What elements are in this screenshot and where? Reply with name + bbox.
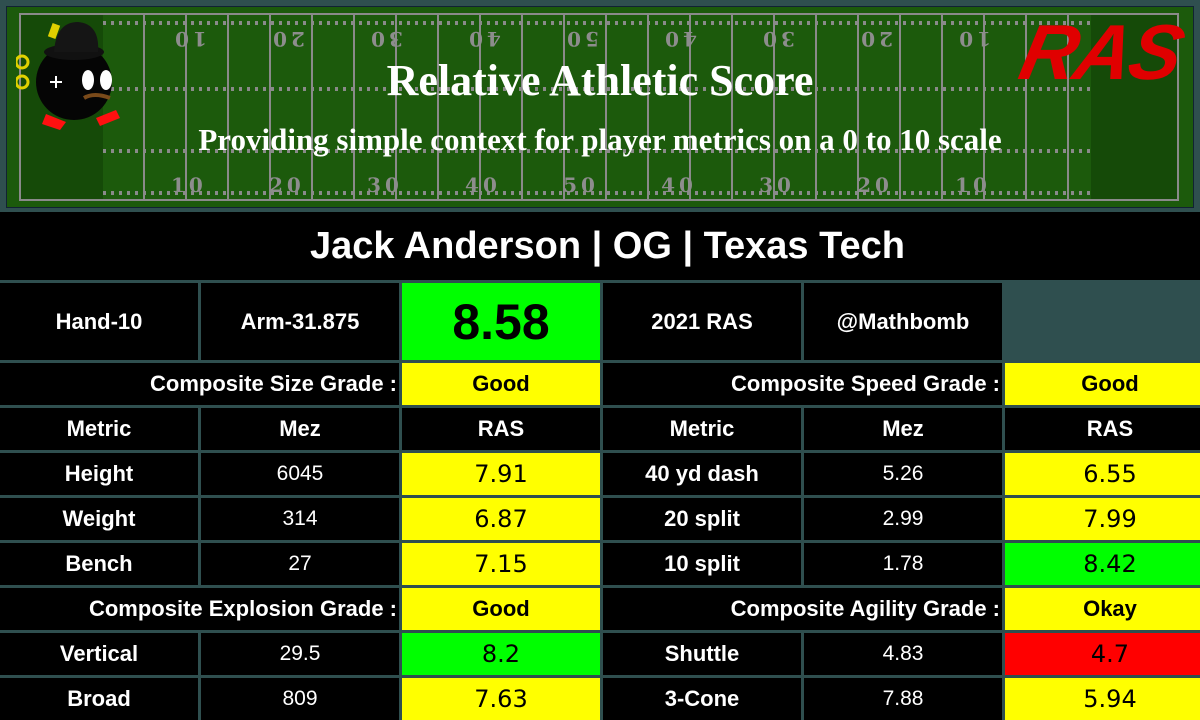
header-metric: Metric (0, 408, 198, 450)
header-ras: RAS (1005, 408, 1200, 450)
header-mez: Mez (804, 408, 1002, 450)
metric-mez: 29.5 (201, 633, 399, 675)
metric-mez: 1.78 (804, 543, 1002, 585)
yard-number: 20 (269, 27, 305, 51)
yard-number: 30 (759, 27, 795, 51)
metric-ras: 4.7 (1005, 633, 1200, 675)
yard-numbers-bottom: 10 20 30 40 50 40 30 20 10 (171, 173, 991, 197)
player-title: Jack Anderson | OG | Texas Tech (0, 212, 1200, 280)
metric-name: Vertical (0, 633, 198, 675)
hash-marks (103, 149, 1093, 153)
yard-number: 20 (269, 173, 305, 197)
agility-grade: Okay (1005, 588, 1200, 630)
yard-number: 10 (955, 173, 991, 197)
ras-score: 8.58 (402, 283, 600, 360)
yard-number: 50 (563, 27, 599, 51)
metric-ras: 6.55 (1005, 453, 1200, 495)
year-label: 2021 RAS (603, 283, 801, 360)
metric-mez: 314 (201, 498, 399, 540)
field-lines: 10 20 30 40 50 40 30 20 10 10 20 30 40 5… (19, 13, 1179, 201)
metric-ras: 5.94 (1005, 678, 1200, 720)
metric-ras: 7.99 (1005, 498, 1200, 540)
yard-number: 10 (955, 27, 991, 51)
yard-number: 20 (857, 27, 893, 51)
yard-number: 20 (857, 173, 893, 197)
metric-mez: 5.26 (804, 453, 1002, 495)
yard-number: 30 (367, 27, 403, 51)
ras-card-table: Jack Anderson | OG | Texas Tech Hand-10 … (0, 212, 1200, 720)
metric-mez: 27 (201, 543, 399, 585)
header-ras: RAS (402, 408, 600, 450)
agility-grade-label: Composite Agility Grade : (603, 588, 1002, 630)
hash-marks (103, 191, 1093, 195)
size-grade: Good (402, 363, 600, 405)
metric-mez: 2.99 (804, 498, 1002, 540)
metric-name: Bench (0, 543, 198, 585)
metric-ras: 7.15 (402, 543, 600, 585)
metric-name: 40 yd dash (603, 453, 801, 495)
twitter-handle: @Mathbomb (804, 283, 1002, 360)
yard-number: 40 (661, 173, 697, 197)
metric-name: 20 split (603, 498, 801, 540)
metric-name: Shuttle (603, 633, 801, 675)
banner: 10 20 30 40 50 40 30 20 10 10 20 30 40 5… (0, 0, 1200, 212)
yard-number: 30 (367, 173, 403, 197)
yard-number: 40 (465, 27, 501, 51)
yard-number: 10 (171, 27, 207, 51)
header-mez: Mez (201, 408, 399, 450)
explosion-grade: Good (402, 588, 600, 630)
metric-ras: 8.2 (402, 633, 600, 675)
banner-subtitle: Providing simple context for player metr… (198, 122, 1002, 157)
yard-numbers-top: 10 20 30 40 50 40 30 20 10 (171, 27, 991, 51)
metric-mez: 6045 (201, 453, 399, 495)
speed-grade-label: Composite Speed Grade : (603, 363, 1002, 405)
yard-number: 50 (563, 173, 599, 197)
football-field: 10 20 30 40 50 40 30 20 10 10 20 30 40 5… (6, 6, 1194, 208)
hand-size: Hand-10 (0, 283, 198, 360)
explosion-grade-label: Composite Explosion Grade : (0, 588, 399, 630)
metric-name: Weight (0, 498, 198, 540)
yard-number: 30 (759, 173, 795, 197)
metric-name: Height (0, 453, 198, 495)
arm-length: Arm-31.875 (201, 283, 399, 360)
header-metric: Metric (603, 408, 801, 450)
speed-grade: Good (1005, 363, 1200, 405)
banner-title: Relative Athletic Score (386, 56, 814, 105)
metric-mez: 809 (201, 678, 399, 720)
metric-name: 10 split (603, 543, 801, 585)
size-grade-label: Composite Size Grade : (0, 363, 399, 405)
end-zone-right (1091, 15, 1177, 199)
metric-name: 3-Cone (603, 678, 801, 720)
mathbomb-mascot-icon (16, 22, 120, 130)
metric-ras: 8.42 (1005, 543, 1200, 585)
hash-marks (103, 21, 1093, 25)
hash-marks (103, 87, 1093, 91)
metric-mez: 7.88 (804, 678, 1002, 720)
yard-number: 40 (661, 27, 697, 51)
metric-ras: 7.91 (402, 453, 600, 495)
metric-ras: 7.63 (402, 678, 600, 720)
yard-number: 40 (465, 173, 501, 197)
metric-name: Broad (0, 678, 198, 720)
metric-mez: 4.83 (804, 633, 1002, 675)
yard-number: 10 (171, 173, 207, 197)
metric-ras: 6.87 (402, 498, 600, 540)
